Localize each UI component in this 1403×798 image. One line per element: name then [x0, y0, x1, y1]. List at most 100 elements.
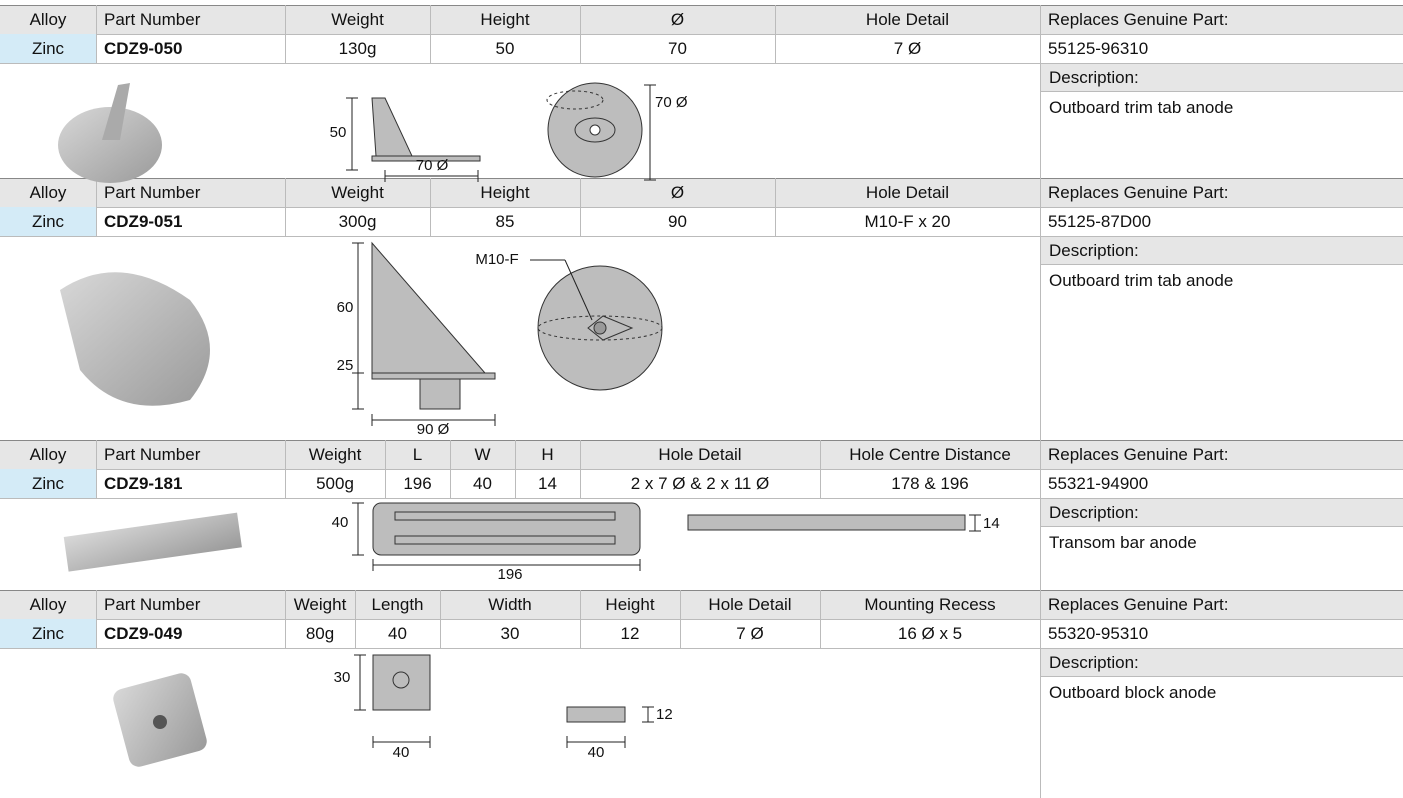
row-rule	[1040, 91, 1403, 92]
top-view	[372, 654, 431, 711]
row-rule	[0, 648, 1403, 649]
column-header: Part Number	[104, 9, 201, 29]
cell-value: 80g	[305, 623, 335, 643]
header-top-rule	[0, 440, 1403, 441]
row-rule	[0, 619, 1403, 620]
column-header: Hole Centre Distance	[849, 444, 1011, 464]
top-view	[372, 502, 641, 556]
col-rule	[580, 178, 581, 236]
dimension-label: 40	[588, 744, 605, 761]
col-rule	[96, 5, 97, 63]
dimension-label: 70 Ø	[416, 157, 449, 174]
col-rule	[1040, 648, 1041, 798]
column-header: Ø	[670, 182, 685, 202]
cell-value: 70	[668, 38, 687, 58]
column-header: Hole Detail	[865, 182, 950, 202]
column-header: Weight	[331, 182, 384, 202]
description-label: Description:	[1041, 64, 1403, 91]
cell-value: 130g	[338, 38, 377, 58]
header-bg	[0, 440, 1403, 469]
dimension-label: 25	[337, 357, 354, 374]
header-bg	[0, 178, 1403, 207]
dimension-label: 70 Ø	[655, 94, 688, 111]
column-header: Mounting Recess	[864, 594, 996, 614]
cell-value: CDZ9-050	[104, 38, 183, 58]
row-rule	[0, 236, 1403, 237]
top-view	[394, 535, 616, 545]
side-view	[566, 706, 626, 723]
cell-value: Zinc	[31, 473, 65, 493]
column-header: Hole Detail	[865, 9, 950, 29]
cell-value: M10-F x 20	[864, 211, 951, 231]
column-header: Alloy	[29, 182, 67, 202]
dimension-label: 60	[337, 299, 354, 316]
column-header: Ø	[670, 9, 685, 29]
column-header: Weight	[308, 444, 362, 464]
cell-value: 40	[388, 623, 407, 643]
cell-value: Zinc	[31, 623, 65, 643]
description: Outboard block anode	[1049, 683, 1217, 702]
row-rule	[0, 63, 1403, 64]
cell-value: CDZ9-051	[104, 211, 183, 231]
col-rule	[515, 440, 516, 498]
header-top-rule	[0, 178, 1403, 179]
col-rule	[385, 440, 386, 498]
col-rule	[1040, 236, 1041, 440]
description-label: Description:	[1041, 237, 1403, 264]
cell-value: 300g	[338, 211, 377, 231]
dimension-label: 50	[330, 124, 347, 141]
cell-value: 55321-94900	[1048, 473, 1149, 493]
cell-value: 50	[495, 38, 515, 58]
top-view	[394, 511, 616, 521]
col-rule	[430, 5, 431, 63]
top-view	[589, 124, 601, 136]
col-rule	[96, 590, 97, 648]
col-rule	[450, 440, 451, 498]
top-view	[546, 90, 604, 110]
column-header: Alloy	[29, 594, 67, 614]
cell-value: 500g	[316, 473, 354, 493]
column-header: Height	[480, 9, 530, 29]
header-bg	[0, 5, 1403, 34]
cell-value: 55320-95310	[1048, 623, 1149, 643]
row-rule	[0, 34, 1403, 35]
col-rule	[580, 440, 581, 498]
product-photo	[60, 272, 210, 406]
product-photo	[102, 83, 130, 140]
header-bg	[0, 590, 1403, 619]
column-header: Width	[488, 594, 532, 614]
column-header: Replaces Genuine Part:	[1048, 444, 1229, 464]
dimension-label: 14	[983, 515, 1000, 532]
col-rule	[820, 440, 821, 498]
product-photo	[63, 512, 242, 572]
dimension-label: 12	[656, 706, 673, 723]
column-header: Height	[480, 182, 530, 202]
cell-value: 7 Ø	[736, 623, 764, 643]
col-rule	[580, 590, 581, 648]
column-header: H	[541, 444, 554, 464]
cell-value: 2 x 7 Ø & 2 x 11 Ø	[630, 473, 770, 493]
top-view	[593, 321, 607, 335]
column-header: Replaces Genuine Part:	[1048, 594, 1229, 614]
column-header: Hole Detail	[708, 594, 792, 614]
product-photo	[153, 715, 167, 729]
col-rule	[285, 178, 286, 236]
cell-value: CDZ9-181	[104, 473, 183, 493]
cell-value: 14	[538, 473, 557, 493]
dimension-label: M10-F	[475, 251, 518, 268]
description: Transom bar anode	[1049, 533, 1197, 552]
col-rule	[430, 178, 431, 236]
zinc-bg	[0, 619, 96, 648]
top-view	[392, 671, 410, 689]
dimension-label: 196	[497, 566, 522, 583]
description-label: Description:	[1041, 649, 1403, 676]
zinc-bg	[0, 207, 96, 236]
zinc-bg	[0, 469, 96, 498]
cell-value: 16 Ø x 5	[897, 623, 963, 643]
col-rule	[285, 590, 286, 648]
description-label: Description:	[1041, 499, 1403, 526]
col-rule	[1040, 5, 1041, 63]
side-view	[419, 378, 461, 410]
row-rule	[1040, 264, 1403, 265]
